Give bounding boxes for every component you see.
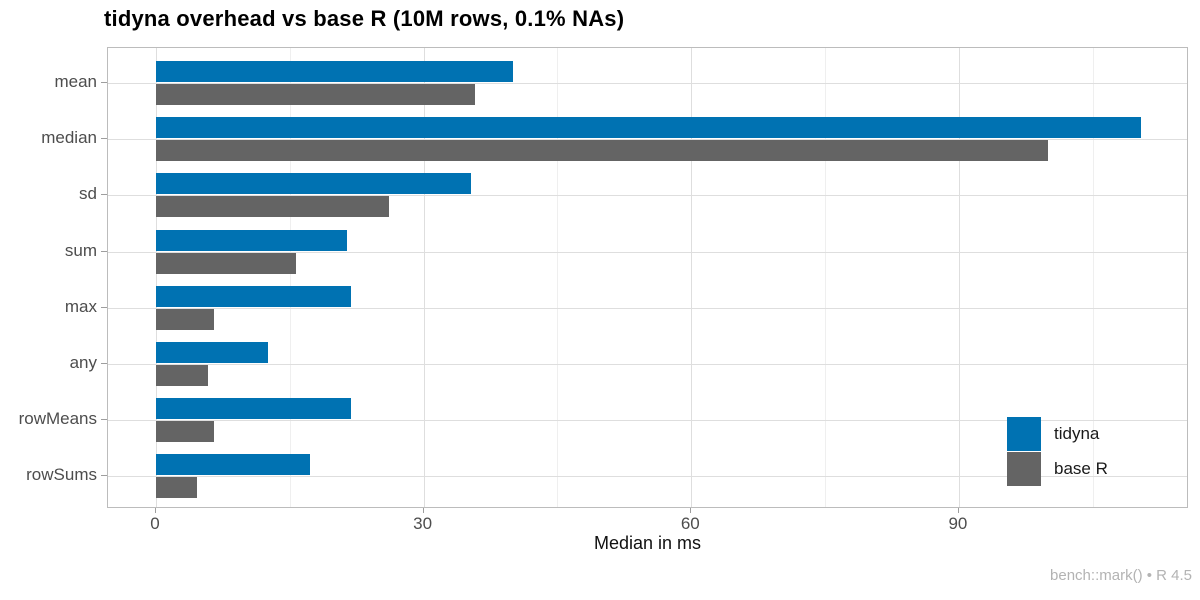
legend-item-tidyna: tidyna — [1007, 416, 1099, 451]
y-axis-tick — [101, 138, 107, 140]
legend-label-base-r: base R — [1054, 458, 1108, 478]
x-axis-tick — [155, 508, 156, 513]
x-axis-tick — [690, 508, 692, 513]
legend-swatch-tidyna — [1007, 416, 1041, 451]
bar-tidyna-rowMeans — [156, 398, 352, 420]
gridline-major — [958, 48, 960, 507]
gridline-category — [108, 420, 1187, 422]
gridline-category — [108, 476, 1187, 478]
gridline-major — [156, 48, 157, 507]
y-axis-tick — [101, 82, 107, 83]
bar-base-r-max — [156, 308, 214, 330]
y-axis-tick — [101, 362, 107, 364]
caption: bench::mark() • R 4.5 — [1050, 567, 1192, 584]
x-axis-tick-label: 90 — [948, 514, 968, 533]
legend-item-base-r: base R — [1007, 451, 1108, 486]
bar-tidyna-rowSums — [156, 454, 311, 476]
bar-tidyna-sum — [156, 229, 347, 251]
y-axis-label-rowMeans: rowMeans — [18, 409, 97, 429]
gridline-category — [108, 195, 1187, 197]
gridline-minor — [825, 48, 827, 507]
gridline-minor — [289, 48, 291, 507]
x-axis-tick — [422, 508, 424, 513]
gridline-category — [108, 307, 1187, 309]
x-axis-title: Median in ms — [593, 533, 702, 553]
legend-swatch-base-r — [1007, 451, 1041, 486]
bar-base-r-mean — [156, 84, 475, 105]
gridline-major — [691, 48, 693, 507]
bar-tidyna-mean — [156, 61, 513, 82]
gridline-category — [108, 251, 1187, 253]
gridline-category — [108, 83, 1187, 84]
y-axis-label-rowSums: rowSums — [26, 465, 97, 485]
bar-base-r-sum — [156, 252, 297, 274]
bar-tidyna-any — [156, 341, 268, 363]
x-axis-tick-label: 30 — [413, 514, 433, 533]
gridline-minor — [1092, 48, 1094, 507]
y-axis-label-mean: mean — [54, 72, 97, 91]
chart-title: tidyna overhead vs base R (10M rows, 0.1… — [104, 6, 625, 31]
y-axis-label-max: max — [64, 296, 97, 316]
x-axis-tick-label: 60 — [680, 514, 700, 533]
y-axis-label-median: median — [41, 128, 97, 148]
y-axis-tick — [101, 419, 107, 421]
y-axis-label-sum: sum — [64, 240, 97, 260]
plot-panel — [107, 47, 1188, 508]
x-axis-tick-label: 0 — [150, 514, 160, 533]
y-axis-tick — [101, 194, 107, 196]
bar-base-r-rowSums — [156, 477, 198, 499]
legend-label-tidyna: tidyna — [1054, 423, 1100, 443]
bar-base-r-rowMeans — [156, 421, 214, 443]
y-axis-label-sd: sd — [79, 184, 97, 204]
bar-tidyna-median — [156, 117, 1141, 139]
y-axis-tick — [101, 250, 107, 252]
bar-tidyna-sd — [156, 173, 471, 195]
bar-base-r-any — [156, 364, 208, 386]
bar-tidyna-max — [156, 285, 352, 307]
gridline-minor — [557, 48, 559, 507]
bar-base-r-median — [156, 140, 1049, 162]
y-axis-tick — [101, 475, 107, 477]
x-axis-tick — [957, 508, 959, 513]
gridline-category — [108, 363, 1187, 365]
y-axis-tick — [101, 306, 107, 308]
y-axis-label-any: any — [69, 352, 97, 372]
gridline-category — [108, 139, 1187, 141]
gridline-major — [423, 48, 425, 507]
bar-base-r-sd — [156, 196, 389, 218]
